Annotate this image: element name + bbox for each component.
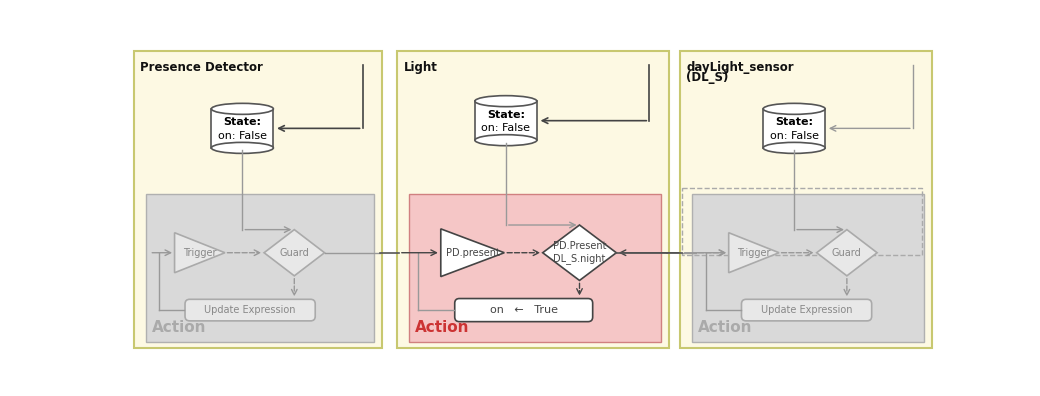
Text: dayLight_sensor: dayLight_sensor (686, 61, 795, 74)
FancyBboxPatch shape (397, 51, 669, 348)
FancyBboxPatch shape (146, 194, 374, 343)
Ellipse shape (763, 143, 825, 153)
Text: on: False: on: False (482, 124, 530, 133)
Text: State:: State: (487, 110, 525, 120)
Text: State:: State: (224, 117, 261, 127)
Ellipse shape (211, 103, 274, 114)
Text: Update Expression: Update Expression (205, 305, 295, 315)
Text: State:: State: (775, 117, 813, 127)
Text: Guard: Guard (832, 248, 862, 258)
Polygon shape (816, 230, 877, 276)
Text: Guard: Guard (280, 248, 309, 258)
Text: PD.present: PD.present (445, 248, 499, 258)
FancyBboxPatch shape (454, 299, 593, 322)
Ellipse shape (763, 103, 825, 114)
Text: Action: Action (698, 320, 753, 335)
Text: Update Expression: Update Expression (761, 305, 853, 315)
Text: on   ←   True: on ← True (490, 305, 557, 315)
Ellipse shape (475, 135, 537, 146)
FancyBboxPatch shape (680, 51, 932, 348)
Text: on: False: on: False (770, 131, 818, 141)
Text: PD.Present
DL_S.night: PD.Present DL_S.night (552, 242, 606, 264)
FancyBboxPatch shape (134, 51, 382, 348)
Text: on: False: on: False (217, 131, 267, 141)
Text: Action: Action (152, 320, 206, 335)
Ellipse shape (475, 96, 537, 107)
FancyBboxPatch shape (742, 299, 872, 321)
Polygon shape (175, 233, 225, 273)
FancyBboxPatch shape (211, 109, 274, 148)
FancyBboxPatch shape (185, 299, 315, 321)
Polygon shape (441, 229, 504, 276)
Text: (DL_S): (DL_S) (686, 70, 729, 84)
Polygon shape (264, 230, 324, 276)
Text: Light: Light (404, 61, 438, 74)
Polygon shape (543, 225, 617, 280)
FancyBboxPatch shape (409, 194, 660, 343)
FancyBboxPatch shape (475, 101, 537, 140)
Polygon shape (729, 233, 779, 273)
Text: Presence Detector: Presence Detector (140, 61, 263, 74)
FancyBboxPatch shape (692, 194, 925, 343)
Text: Action: Action (415, 320, 470, 335)
Text: Trigger: Trigger (737, 248, 771, 258)
FancyBboxPatch shape (763, 109, 825, 148)
Text: Trigger: Trigger (183, 248, 216, 258)
Ellipse shape (211, 143, 274, 153)
